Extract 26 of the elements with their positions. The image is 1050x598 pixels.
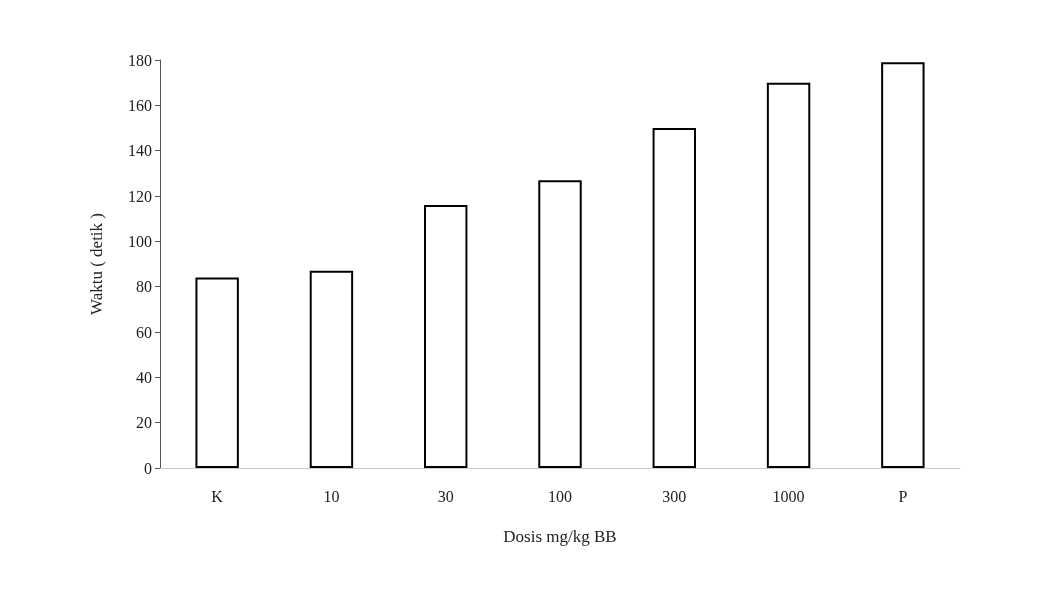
bar [652,128,696,468]
x-tick-label: 10 [323,487,340,505]
y-axis-title: Waktu ( detik ) [87,212,106,316]
bar [195,277,239,468]
bar [424,205,468,468]
x-axis-title: Dosis mg/kg BB [503,527,617,546]
y-tick-label: 60 [136,323,152,341]
y-tick-label: 120 [128,187,152,205]
x-tick-label: P [898,487,908,505]
y-tick-label: 160 [128,96,152,114]
bar [766,82,811,468]
bar [309,270,354,468]
y-tick-label: 0 [144,459,152,477]
x-tick-label: 1000 [772,487,805,505]
x-tick-label: 30 [437,487,454,505]
bar [881,62,925,468]
y-tick-label: 80 [136,278,152,296]
y-tick-label: 40 [136,368,152,386]
x-tick-label: 100 [548,487,572,505]
x-tick-label: K [211,487,224,505]
y-tick-label: 140 [128,142,152,160]
x-tick-label: 300 [662,487,687,505]
y-tick-label: 180 [128,51,152,69]
bar [538,180,582,468]
y-tick-label: 20 [136,414,152,432]
y-tick-label: 100 [128,232,152,250]
